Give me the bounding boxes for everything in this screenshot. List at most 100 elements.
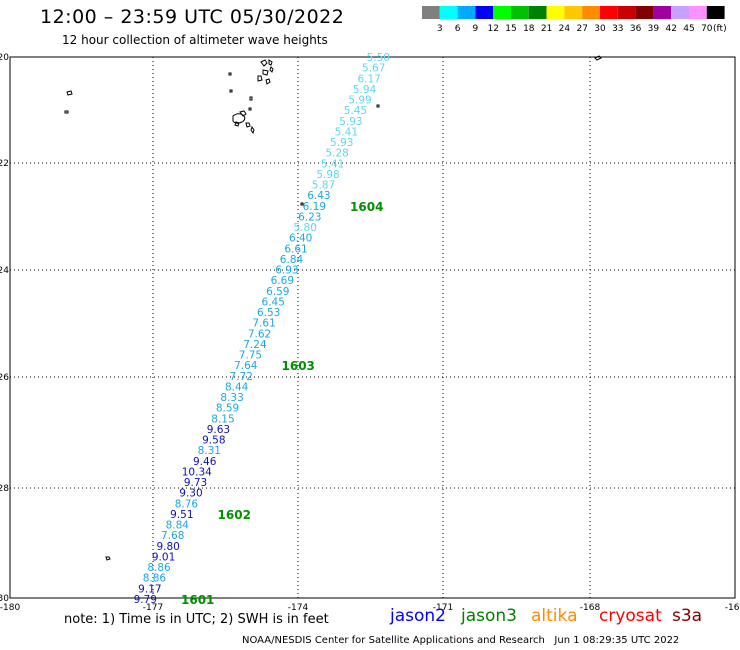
- swh-value: 9.58: [202, 435, 225, 447]
- swh-value: 5.98: [316, 169, 339, 181]
- swh-value: 5.28: [325, 148, 348, 160]
- swh-value: 5.45: [344, 105, 367, 117]
- lat-tick-label: -22: [0, 159, 9, 169]
- scale-label: 3: [437, 24, 443, 34]
- scale-label: 12: [487, 24, 498, 34]
- scale-swatch: [564, 6, 583, 19]
- swh-value: 8.44: [225, 381, 249, 393]
- lon-tick-label: -171: [433, 603, 453, 613]
- scale-label: 45: [683, 24, 694, 34]
- swh-value: 6.40: [289, 233, 312, 245]
- scale-label: 36: [630, 24, 642, 34]
- island-shape: [64, 55, 602, 561]
- lon-tick-label: -165: [725, 603, 740, 613]
- scale-swatch: [689, 6, 707, 19]
- island-shape: [257, 59, 274, 85]
- swh-value: 6.84: [280, 254, 304, 266]
- pass-number: 1601: [181, 593, 214, 607]
- map-grid: -20 -22 -24 -26 -28 -30-180 -177 -174 -171 -168 -1…: [0, 53, 740, 613]
- swh-value: 9.01: [152, 551, 175, 563]
- swh-value: 5.50: [367, 52, 390, 64]
- swh-value: 9.17: [138, 583, 161, 595]
- scale-swatch: [582, 6, 600, 19]
- swh-value: 5.99: [348, 95, 371, 107]
- scale-swatch: [422, 6, 440, 19]
- scale-swatch: [546, 6, 565, 19]
- scale-label: 33: [612, 24, 623, 34]
- credit-text: NOAA/NESDIS Center for Satellite Applica…: [242, 635, 545, 646]
- credit-line: NOAA/NESDIS Center for Satellite Applica…: [242, 635, 679, 646]
- pass-number: 1603: [282, 359, 315, 373]
- scale-label: 27: [576, 24, 587, 34]
- scale-label: 9: [473, 24, 479, 34]
- scale-swatch: [600, 6, 618, 19]
- pass-number: 1602: [218, 508, 251, 522]
- lon-tick-label: -177: [143, 603, 163, 613]
- swh-value: 7.61: [252, 318, 275, 330]
- swh-value: 6.43: [307, 190, 330, 202]
- swh-value: 5.94: [353, 84, 377, 96]
- swh-value: 8.15: [211, 413, 234, 425]
- swh-value: 5.93: [339, 116, 362, 128]
- swh-value: 6.61: [284, 243, 307, 255]
- lon-tick-label: -180: [0, 603, 20, 613]
- scale-label: 18: [523, 24, 535, 34]
- scale-swatch: [617, 6, 636, 19]
- swh-value: 7.62: [248, 328, 271, 340]
- swh-value: 8.33: [220, 392, 243, 404]
- swh-value: 9.63: [207, 424, 230, 436]
- lon-tick-label: -168: [580, 603, 601, 613]
- swh-value: 8.31: [198, 445, 221, 457]
- swh-value: 6.45: [262, 296, 285, 308]
- satellite-legend-altika: altika: [531, 606, 578, 626]
- scale-swatch: [439, 6, 458, 19]
- lat-tick-label: -30: [0, 594, 9, 604]
- swh-value: 8.59: [216, 403, 239, 415]
- swh-value: 10.34: [182, 466, 212, 478]
- lat-tick-label: -20: [0, 53, 9, 63]
- map-frame: [9, 56, 736, 599]
- swh-value: 5.93: [330, 137, 353, 149]
- pass-number: 1604: [350, 200, 383, 214]
- swh-value: 8.86: [143, 573, 167, 585]
- scale-swatch: [528, 6, 547, 19]
- scale-unit: (ft): [713, 24, 727, 34]
- lat-tick-label: -26: [0, 373, 9, 383]
- scale-label: 42: [665, 24, 676, 34]
- scale-label: 24: [559, 24, 571, 34]
- island-shape: [228, 72, 255, 135]
- swh-value: 8.76: [175, 498, 199, 510]
- island-outlines: [64, 55, 602, 561]
- swh-value: 8.84: [166, 520, 190, 532]
- swh-value: 6.17: [357, 73, 380, 85]
- swh-value: 9.46: [193, 456, 217, 468]
- swh-value: 6.69: [271, 275, 294, 287]
- swh-value: 8.86: [147, 562, 171, 574]
- lon-tick-label: -174: [288, 603, 309, 613]
- scale-swatch: [706, 6, 725, 19]
- swh-value: 6.23: [298, 211, 321, 223]
- scale-label: 39: [648, 24, 660, 34]
- scale-swatch: [475, 6, 494, 19]
- swh-value: 7.64: [234, 360, 258, 372]
- satellite-legend-s3a: s3a: [672, 606, 703, 626]
- swh-track: 5.505.676.175.945.995.455.935.415.935.28…: [134, 52, 390, 606]
- satellite-legend-jason3: jason3: [461, 606, 517, 626]
- island-shape: [232, 110, 251, 128]
- swh-value: 9.30: [179, 488, 202, 500]
- swh-value: 9.79: [134, 594, 157, 606]
- pass-labels: 1604 1603 1602 1601: [181, 200, 383, 607]
- swh-value: 6.53: [257, 307, 280, 319]
- scale-swatch: [653, 6, 672, 19]
- lat-tick-label: -28: [0, 484, 9, 494]
- satellite-legend-jason2: jason2: [390, 606, 446, 626]
- swh-value: 5.80: [294, 222, 317, 234]
- scale-label: 15: [505, 24, 516, 34]
- color-scale-legend: 3 6 9 12 15 18 21 24 27 30 33 36 39 42 45 70 (ft): [422, 6, 727, 34]
- lat-tick-label: -24: [0, 266, 9, 276]
- swh-value: 7.68: [161, 530, 184, 542]
- swh-value: 6.19: [303, 201, 326, 213]
- swh-value: 9.80: [156, 541, 179, 553]
- swh-value: 5.41: [321, 158, 344, 170]
- swh-value: 7.24: [243, 339, 267, 351]
